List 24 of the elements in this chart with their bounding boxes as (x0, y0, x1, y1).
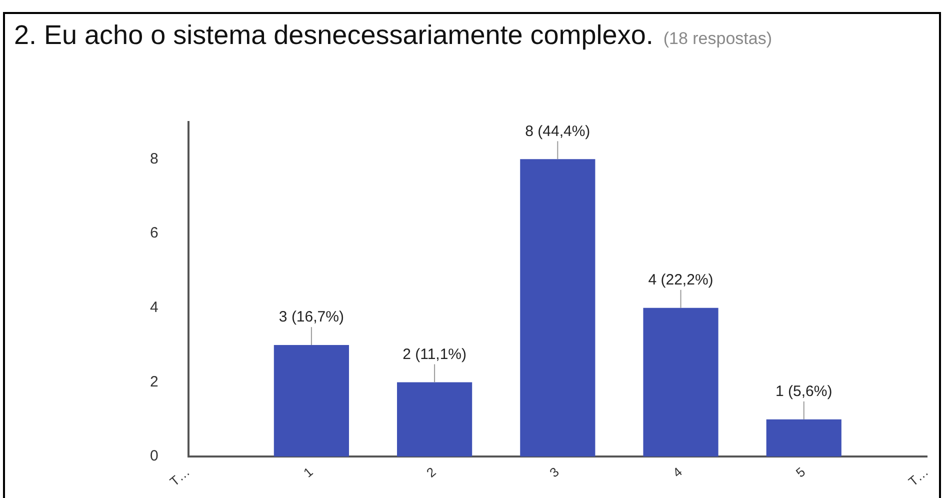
bar (397, 382, 472, 457)
bar (520, 159, 596, 457)
bar (274, 345, 349, 457)
chart-title: 2. Eu acho o sistema desnecessariamente complexo. (14, 20, 654, 50)
y-tick-label: 0 (150, 448, 158, 465)
x-tick-label: 1 (300, 464, 316, 480)
x-tick-label: 2 (424, 464, 439, 480)
data-label: 2 (11,1%) (402, 346, 467, 363)
x-tick-label: 5 (792, 464, 808, 480)
x-tick-label: 4 (670, 464, 685, 480)
x-tick-label: 3 (546, 464, 562, 480)
y-tick-label: 6 (150, 224, 158, 242)
data-label: 1 (5,6%) (776, 383, 832, 400)
chart-subtitle: (18 respostas) (663, 29, 772, 48)
x-tick-label: T… (906, 464, 932, 490)
data-label: 3 (16,7%) (278, 308, 344, 326)
bar (766, 419, 842, 457)
y-tick-label: 4 (150, 299, 158, 316)
y-tick-label: 8 (150, 150, 158, 168)
y-tick-label: 2 (150, 373, 158, 390)
data-label: 8 (44,4%) (525, 122, 590, 140)
bar (643, 308, 718, 457)
x-tick-label: T… (166, 464, 193, 490)
data-label: 4 (22,2%) (648, 272, 714, 289)
